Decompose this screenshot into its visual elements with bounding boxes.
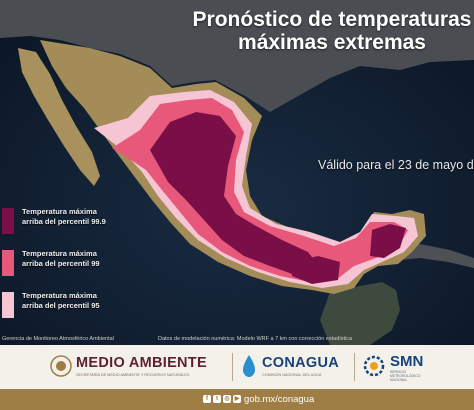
legend-item-p99: Temperatura máxima arriba del percentil 9… bbox=[2, 248, 120, 280]
zone-p999-yucatan bbox=[370, 224, 406, 258]
baja-california bbox=[18, 48, 100, 186]
social-icons: f t ◎ ▶ bbox=[203, 395, 241, 404]
twitter-icon[interactable]: t bbox=[213, 395, 221, 403]
legend-label-p999: Temperatura máxima arriba del percentil 9… bbox=[22, 207, 106, 226]
credit-left: Gerencia de Monitoreo Atmosférico Ambien… bbox=[2, 336, 114, 342]
instagram-icon[interactable]: ◎ bbox=[223, 395, 231, 403]
legend: Temperatura máxima arriba del percentil 9… bbox=[2, 206, 120, 332]
title-line-1: Pronóstico de temperaturas bbox=[192, 8, 472, 31]
conagua-subtitle: COMISIÓN NACIONAL DEL AGUA bbox=[262, 373, 322, 377]
logo-divider-2 bbox=[354, 353, 355, 381]
zone-p999-south bbox=[290, 256, 340, 284]
cuba-land bbox=[395, 244, 474, 268]
valid-date: Válido para el 23 de mayo del 2024 bbox=[318, 158, 474, 172]
conagua-title: CONAGUA bbox=[262, 355, 340, 371]
water-drop-icon bbox=[243, 355, 255, 377]
footer-bar: f t ◎ ▶ gob.mx/conagua bbox=[0, 389, 474, 410]
legend-label-p99: Temperatura máxima arriba del percentil 9… bbox=[22, 249, 100, 268]
legend-label-p95: Temperatura máxima arriba del percentil 9… bbox=[22, 291, 100, 310]
coat-of-arms-icon bbox=[50, 355, 72, 377]
title-line-2: máximas extremas bbox=[238, 31, 426, 54]
central-america-land bbox=[320, 282, 400, 345]
logo-divider-1 bbox=[232, 353, 233, 381]
credits: Gerencia de Monitoreo Atmosférico Ambien… bbox=[0, 333, 474, 345]
credit-right: Datos de modelación numérica: Modelo WRF… bbox=[158, 336, 353, 342]
legend-item-p999: Temperatura máxima arriba del percentil 9… bbox=[2, 206, 120, 238]
map-graphic bbox=[0, 0, 474, 345]
zone-p999 bbox=[150, 112, 322, 276]
youtube-icon[interactable]: ▶ bbox=[233, 395, 241, 403]
smn-title: SMN bbox=[390, 353, 424, 370]
logo-bar: MEDIO AMBIENTE SECRETARÍA DE MEDIO AMBIE… bbox=[0, 345, 474, 389]
website-link[interactable]: gob.mx/conagua bbox=[244, 394, 315, 405]
legend-swatch-p95 bbox=[2, 292, 14, 318]
map-title: Pronóstico de temperaturas máximas extre… bbox=[172, 8, 474, 54]
weather-gear-icon bbox=[363, 355, 385, 377]
legend-swatch-p999 bbox=[2, 208, 14, 234]
smn-subtitle-1: SERVICIO bbox=[390, 370, 407, 374]
legend-item-p95: Temperatura máxima arriba del percentil 9… bbox=[2, 290, 120, 322]
smn-subtitle-2: METEOROLÓGICO bbox=[390, 374, 421, 378]
facebook-icon[interactable]: f bbox=[203, 395, 211, 403]
medio-ambiente-subtitle: SECRETARÍA DE MEDIO AMBIENTE Y RECURSOS … bbox=[76, 373, 190, 377]
smn-subtitle-3: NACIONAL bbox=[390, 378, 408, 382]
medio-ambiente-title: MEDIO AMBIENTE bbox=[76, 355, 207, 371]
usa-land bbox=[0, 0, 474, 112]
temperature-map: Pronóstico de temperaturas máximas extre… bbox=[0, 0, 474, 345]
legend-swatch-p99 bbox=[2, 250, 14, 276]
